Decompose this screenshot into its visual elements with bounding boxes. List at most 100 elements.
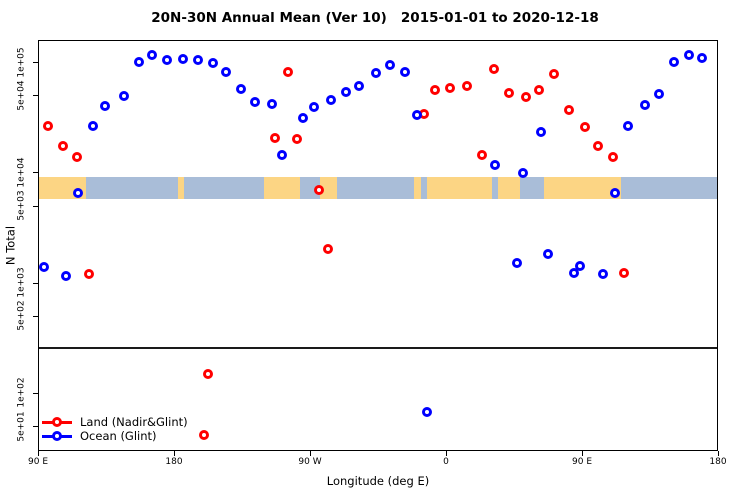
y-tick-label: 1e+05 — [16, 46, 27, 78]
data-point — [250, 97, 261, 107]
x-tick-label: 90 E — [572, 457, 592, 467]
y-tick-label: 5e+01 — [16, 410, 27, 442]
data-point — [697, 52, 708, 63]
plot-area: Land (Nadir&Glint) Ocean (Glint) — [38, 40, 718, 451]
data-point — [133, 57, 144, 68]
map-band-segment-land — [543, 176, 621, 200]
data-point — [543, 248, 554, 259]
map-band-segment-land — [413, 176, 422, 200]
map-band-segment-land — [320, 176, 337, 200]
y-tick-mark — [33, 392, 38, 394]
data-point — [568, 267, 579, 278]
y-tick-label: 1e+04 — [16, 157, 27, 188]
data-point — [43, 120, 54, 131]
map-band-segment-land — [498, 176, 520, 200]
x-tick-mark — [718, 451, 719, 456]
x-tick-label: 0 — [443, 457, 449, 467]
data-point — [683, 50, 694, 61]
data-point — [118, 91, 129, 101]
data-point — [549, 68, 560, 79]
x-tick-mark — [446, 451, 447, 456]
data-point — [203, 368, 214, 379]
data-point — [653, 89, 664, 100]
data-point — [177, 53, 188, 64]
data-point — [325, 95, 336, 106]
x-tick-mark — [38, 451, 39, 456]
map-band-segment-land — [264, 176, 301, 200]
data-point — [73, 188, 84, 199]
data-point — [340, 87, 351, 98]
data-point — [411, 110, 422, 121]
data-point — [384, 60, 395, 70]
map-band-segment-ocean — [620, 176, 717, 200]
data-point — [236, 84, 247, 94]
data-point — [266, 98, 277, 109]
y-tick-label: 1e+02 — [16, 377, 27, 409]
data-point — [192, 55, 203, 66]
data-point — [322, 244, 333, 255]
y-axis-title: N Total — [3, 225, 18, 266]
x-tick-label: 180 — [165, 457, 183, 467]
chart-title: 20N-30N Annual Mean (Ver 10) 2015-01-01 … — [151, 10, 599, 26]
data-point — [71, 151, 82, 162]
legend-marker-icon — [52, 417, 62, 427]
y-tick-label: 5e+02 — [16, 300, 27, 331]
data-point — [564, 105, 575, 116]
x-axis-title: Longitude (deg E) — [326, 474, 430, 488]
data-point — [292, 133, 303, 144]
data-point — [58, 140, 69, 151]
data-point — [83, 269, 94, 280]
data-point — [623, 120, 634, 131]
data-point — [490, 159, 501, 170]
x-tick-label: 90 W — [298, 457, 322, 467]
x-tick-mark — [582, 451, 583, 456]
data-point — [354, 80, 365, 91]
data-point — [277, 149, 288, 160]
data-point — [579, 121, 590, 132]
map-band-segment-ocean — [184, 176, 265, 200]
data-point — [593, 140, 604, 151]
x-tick-label: 180 — [709, 457, 727, 467]
y-tick-mark — [33, 426, 38, 428]
data-point — [88, 120, 99, 131]
data-point — [574, 261, 585, 272]
y-tick-mark — [33, 282, 38, 284]
y-tick-mark — [33, 172, 38, 174]
y-tick-mark — [33, 95, 38, 97]
data-point — [609, 188, 620, 199]
y-tick-mark — [33, 315, 38, 317]
map-band-segment-ocean — [421, 176, 428, 200]
data-point — [476, 149, 487, 160]
y-tick-mark — [33, 205, 38, 207]
legend-label: Land (Nadir&Glint) — [80, 415, 188, 429]
data-point — [639, 99, 650, 110]
map-band-segment-land — [178, 176, 185, 200]
data-point — [39, 261, 49, 272]
data-point — [618, 267, 629, 278]
data-point — [488, 64, 499, 74]
y-tick-label: 1e+03 — [16, 267, 27, 298]
data-point — [534, 84, 545, 95]
data-point — [668, 57, 679, 68]
data-point — [370, 67, 381, 78]
x-tick-mark — [310, 451, 311, 456]
data-point — [503, 88, 514, 99]
data-point — [535, 126, 546, 137]
data-point — [461, 80, 472, 91]
data-point — [100, 100, 111, 111]
data-point — [162, 55, 173, 66]
data-point — [511, 257, 522, 268]
data-point — [608, 151, 619, 162]
map-band-segment-ocean — [85, 176, 179, 200]
legend-label: Ocean (Glint) — [80, 429, 157, 443]
data-point — [269, 132, 280, 143]
map-band-segment-ocean — [492, 176, 499, 200]
legend-marker-icon — [52, 431, 62, 441]
data-point — [61, 270, 72, 281]
x-tick-label: 90 E — [28, 457, 48, 467]
data-point — [429, 84, 440, 95]
x-tick-mark — [174, 451, 175, 456]
data-point — [597, 269, 608, 280]
data-point — [147, 50, 158, 61]
